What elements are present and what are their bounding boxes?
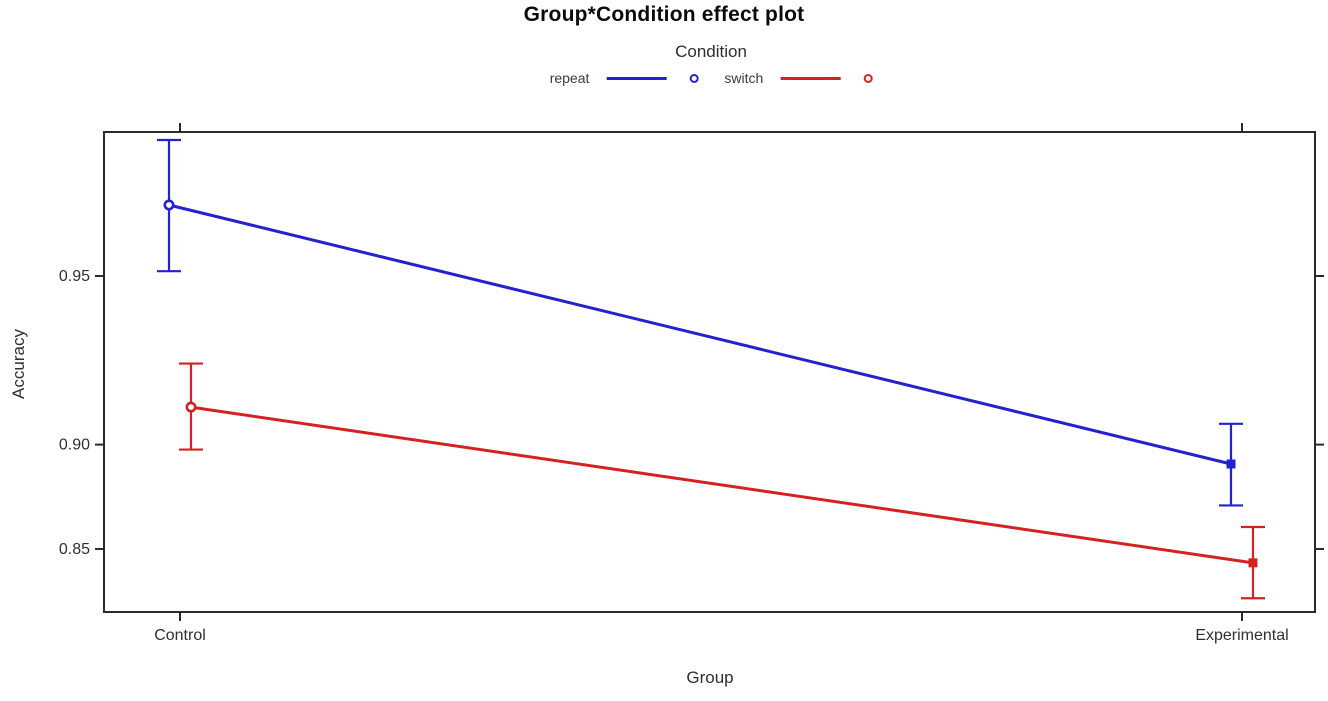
plot-border: [103, 131, 1316, 613]
legend-line-swatch-repeat: [606, 76, 667, 80]
y-tick-label: 0.95: [59, 268, 90, 285]
x-tick-label: Experimental: [1195, 627, 1288, 644]
y-tick-label: 0.90: [59, 437, 90, 454]
chart-title: Group*Condition effect plot: [523, 3, 805, 26]
open-circle-icon: [689, 73, 699, 83]
open-circle-icon: [863, 73, 873, 83]
series-line-repeat: [168, 203, 1232, 466]
legend-line-swatch-switch: [780, 76, 841, 80]
series-line-switch: [190, 405, 1254, 565]
data-point-filled-square: [1226, 459, 1236, 469]
x-axis-label: Group: [686, 668, 734, 687]
data-point-open-circle: [163, 199, 175, 211]
data-point-filled-square: [1248, 558, 1258, 568]
legend-label-switch: switch: [724, 70, 764, 86]
legend-title: Condition: [675, 42, 747, 61]
legend: Condition repeat switch: [550, 42, 873, 86]
x-tick-label: Control: [154, 627, 206, 644]
legend-row: repeat switch: [550, 70, 873, 86]
data-point-open-circle: [185, 401, 197, 413]
legend-label-repeat: repeat: [549, 70, 590, 86]
y-tick-label: 0.85: [59, 541, 90, 558]
